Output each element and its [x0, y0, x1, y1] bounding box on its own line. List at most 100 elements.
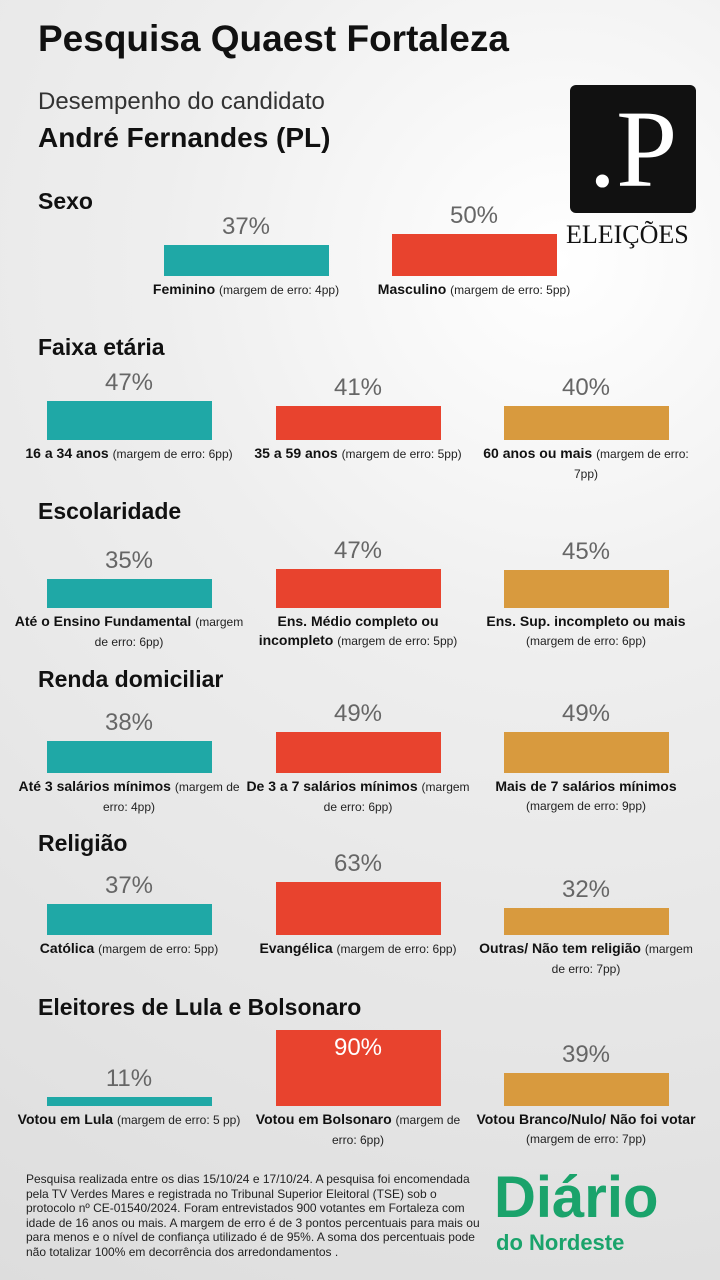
category: Ens. Sup. incompleto ou mais — [486, 613, 686, 629]
category: Masculino — [377, 281, 447, 297]
margin-note: (margem de erro: 6pp) — [323, 780, 470, 814]
category-label: 60 anos ou mais (margem de erro: 7pp) — [471, 444, 701, 484]
category: Feminino — [152, 281, 216, 297]
bar — [46, 578, 212, 608]
margin-note: (margem de erro: 5pp) — [450, 283, 571, 297]
candidate: André Fernandes (PL) — [38, 122, 331, 153]
category: Ens. Médio completo ou incompleto — [258, 613, 439, 648]
margin-note: (margem de erro: 9pp) — [525, 799, 647, 813]
brand: Diário — [494, 1165, 659, 1230]
value-label: 11% — [105, 1064, 153, 1092]
footer-note: Pesquisa realizada entre os dias 15/10/2… — [26, 1172, 480, 1259]
margin-note: (margem de erro: 4pp) — [102, 780, 240, 814]
value-label: 90% — [333, 1034, 383, 1062]
section-title: Faixa etária — [38, 334, 165, 360]
category: Evangélica — [259, 940, 333, 956]
margin-note: (margem de erro: 4pp) — [219, 283, 340, 297]
margin-note: (margem de erro: 5pp) — [341, 447, 462, 461]
category-label: Feminino (margem de erro: 4pp) — [131, 280, 361, 300]
title: Pesquisa Quaest Fortaleza — [38, 18, 509, 59]
margin-note: (margem de erro: 6pp) — [331, 1113, 461, 1147]
category-label: Até 3 salários mínimos (margem de erro: … — [14, 777, 244, 817]
category-label: Até o Ensino Fundamental (margem de erro… — [14, 612, 244, 652]
bar — [46, 903, 212, 935]
margin-note: (margem de erro: 5 pp) — [116, 1113, 241, 1127]
bar — [46, 1096, 212, 1106]
value-label: 39% — [561, 1041, 611, 1069]
category-label: Mais de 7 salários mínimos (margem de er… — [471, 777, 701, 816]
margin-note: (margem de erro: 6pp) — [336, 942, 457, 956]
value-label: 32% — [561, 876, 611, 904]
category: Outras/ Não tem religião — [479, 940, 641, 956]
section-title: Eleitores de Lula e Bolsonaro — [38, 994, 362, 1020]
category: Votou Branco/Nulo/ Não foi votar — [476, 1111, 696, 1127]
value-label: 47% — [104, 368, 154, 396]
category-label: 35 a 59 anos (margem de erro: 5pp) — [243, 444, 473, 464]
category-label: De 3 a 7 salários mínimos (margem de err… — [243, 777, 473, 817]
bar — [503, 908, 669, 935]
value-label: 38% — [104, 709, 154, 737]
margin-note: (margem de erro: 7pp) — [551, 942, 693, 976]
value-label: 37% — [221, 212, 271, 240]
logo-mark: .P — [570, 85, 696, 213]
bar — [275, 1030, 441, 1106]
category-label: 16 a 34 anos (margem de erro: 6pp) — [14, 444, 244, 464]
value-label: 40% — [561, 374, 611, 402]
bar — [275, 568, 441, 608]
bar — [46, 741, 212, 773]
category: Até 3 salários mínimos — [18, 778, 171, 794]
category-label: Votou Branco/Nulo/ Não foi votar (margem… — [471, 1110, 701, 1149]
bar — [275, 731, 441, 773]
value-label: 47% — [333, 536, 383, 564]
margin-note: (margem de erro: 7pp) — [573, 447, 689, 481]
bar — [503, 570, 669, 608]
category-label: Votou em Bolsonaro (margem de erro: 6pp) — [243, 1110, 473, 1150]
category: Até o Ensino Fundamental — [14, 613, 192, 629]
category-label: Ens. Sup. incompleto ou mais (margem de … — [471, 612, 701, 651]
bar — [46, 400, 212, 440]
value-label: 49% — [333, 699, 383, 727]
category: 60 anos ou mais — [483, 445, 593, 461]
category: 35 a 59 anos — [254, 445, 338, 461]
category-label: Votou em Lula (margem de erro: 5 pp) — [14, 1110, 244, 1130]
category-label: Evangélica (margem de erro: 6pp) — [243, 939, 473, 959]
category-label: Outras/ Não tem religião (margem de erro… — [471, 939, 701, 979]
section-title: Renda domiciliar — [38, 666, 224, 692]
bar — [503, 731, 669, 773]
category: 16 a 34 anos — [25, 445, 109, 461]
logo-text: ELEIÇÕES — [566, 220, 689, 249]
section-title: Religião — [38, 830, 128, 856]
value-label: 63% — [333, 850, 383, 878]
category: Mais de 7 salários mínimos — [495, 778, 677, 794]
bar — [163, 244, 329, 276]
margin-note: (margem de erro: 6pp) — [94, 615, 244, 649]
category: Votou em Bolsonaro — [255, 1111, 392, 1127]
value-label: 50% — [449, 202, 499, 229]
margin-note: (margem de erro: 5pp) — [98, 942, 219, 956]
margin-note: (margem de erro: 7pp) — [525, 1132, 647, 1146]
bar — [391, 234, 557, 276]
category: Votou em Lula — [17, 1111, 114, 1127]
brand-sub: do Nordeste — [496, 1230, 625, 1255]
margin-note: (margem de erro: 5pp) — [337, 634, 458, 648]
category-label: Masculino (margem de erro: 5pp) — [359, 280, 589, 300]
category: Católica — [39, 940, 95, 956]
value-label: 37% — [104, 871, 154, 899]
value-label: 35% — [104, 546, 154, 574]
bar — [275, 882, 441, 935]
bar — [503, 1073, 669, 1106]
section-title: Escolaridade — [38, 498, 182, 524]
bar — [275, 405, 441, 440]
bar — [503, 406, 669, 440]
margin-note: (margem de erro: 6pp) — [525, 634, 647, 648]
category-label: Católica (margem de erro: 5pp) — [14, 939, 244, 959]
value-label: 49% — [561, 699, 611, 727]
margin-note: (margem de erro: 6pp) — [112, 447, 233, 461]
value-label: 45% — [561, 538, 611, 566]
category-label: Ens. Médio completo ou incompleto (marge… — [243, 612, 473, 651]
subtitle: Desempenho do candidato — [38, 88, 325, 115]
section-title: Sexo — [38, 188, 93, 214]
value-label: 41% — [333, 373, 383, 401]
category: De 3 a 7 salários mínimos — [246, 778, 418, 794]
